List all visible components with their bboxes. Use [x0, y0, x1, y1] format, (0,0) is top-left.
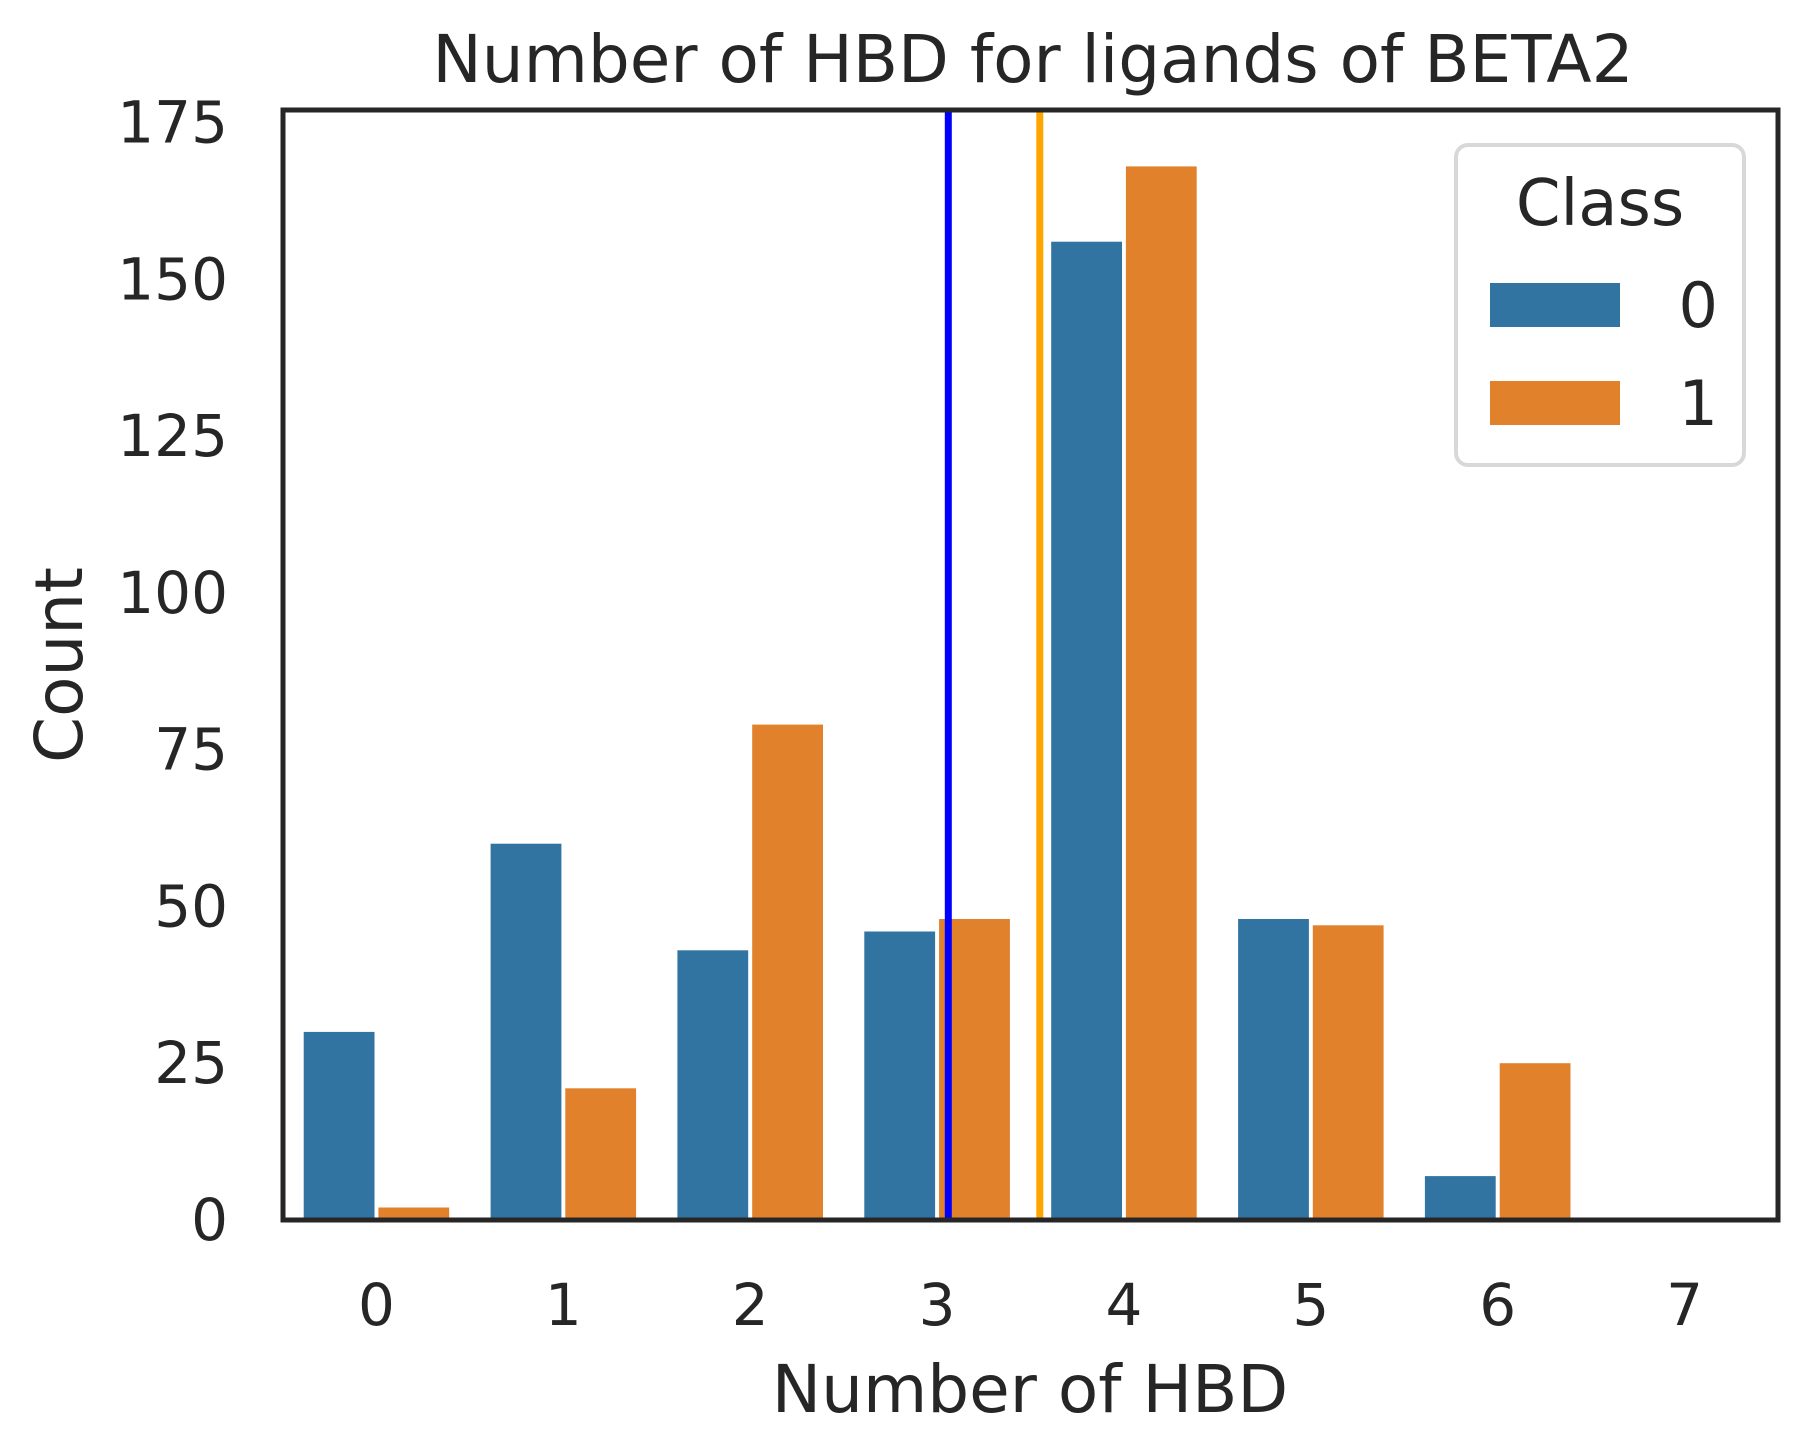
chart-title: Number of HBD for ligands of BETA2 [432, 21, 1633, 98]
bar-class-0-hbd-1 [490, 843, 562, 1220]
plot-frame [280, 107, 1781, 1223]
legend: Class 01 [1454, 143, 1746, 467]
y-tick-label: 100 [117, 559, 228, 627]
bar-class-1-hbd-0 [378, 1207, 450, 1220]
legend-label-0: 0 [1679, 269, 1718, 342]
y-tick-label: 175 [117, 89, 228, 157]
bar-class-0-hbd-6 [1424, 1176, 1496, 1220]
y-tick-label: 50 [154, 872, 228, 940]
x-tick-label: 1 [545, 1271, 582, 1339]
bar-class-1-hbd-6 [1499, 1063, 1571, 1220]
y-tick-label: 75 [154, 716, 228, 784]
legend-swatch-1 [1490, 381, 1620, 425]
legend-swatch-0 [1490, 283, 1620, 327]
bar-class-1-hbd-5 [1312, 925, 1384, 1220]
bar-class-0-hbd-2 [677, 950, 749, 1220]
bars-layer [303, 166, 1571, 1220]
x-tick-label: 2 [732, 1271, 769, 1339]
y-tick-label: 150 [117, 245, 228, 313]
x-tick-label: 7 [1666, 1271, 1703, 1339]
x-axis-label: Number of HBD [772, 1351, 1288, 1428]
y-tick-labels: 0 25 50 75 100 125 150 175 [117, 89, 228, 1255]
bar-class-0-hbd-4 [1051, 241, 1122, 1220]
y-axis-label: Count [21, 567, 98, 763]
bar-class-1-hbd-4 [1125, 166, 1197, 1220]
x-tick-label: 6 [1479, 1271, 1516, 1339]
legend-title: Class [1516, 167, 1684, 241]
legend-label-1: 1 [1679, 367, 1718, 440]
y-tick-label: 0 [191, 1186, 228, 1254]
x-tick-label: 4 [1105, 1271, 1142, 1339]
bar-class-0-hbd-5 [1238, 919, 1309, 1220]
bar-class-1-hbd-2 [752, 724, 823, 1220]
bar-class-0-hbd-3 [864, 931, 936, 1220]
x-tick-label: 3 [919, 1271, 956, 1339]
bar-class-0-hbd-0 [303, 1031, 375, 1220]
mean-lines-layer [944, 110, 1044, 1220]
x-tick-labels: 0 1 2 3 4 5 6 7 [358, 1271, 1703, 1339]
y-tick-label: 125 [117, 402, 228, 470]
x-tick-label: 0 [358, 1271, 395, 1339]
legend-items: 01 [1490, 269, 1718, 440]
y-tick-label: 25 [154, 1029, 228, 1097]
bar-class-1-hbd-1 [565, 1088, 637, 1220]
x-tick-label: 5 [1292, 1271, 1329, 1339]
